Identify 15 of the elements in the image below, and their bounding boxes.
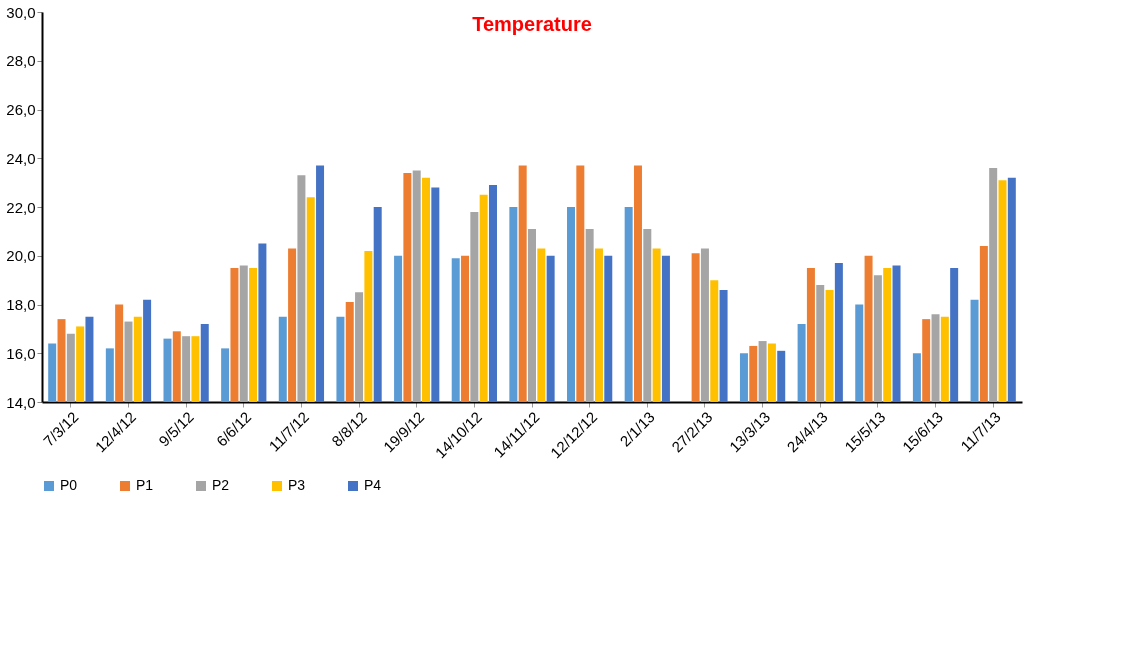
y-tick-label: 22,0 [6,198,36,216]
y-tick-label: 18,0 [6,296,36,313]
y-tick-label: 28,0 [6,52,36,70]
y-tick-label: 30,0 [6,3,36,21]
y-tick-label: 24,0 [6,149,36,167]
legend-label: P0 [60,477,78,493]
y-tick-label: 14,0 [6,393,36,411]
legend-label: P1 [136,477,154,493]
y-tick-label: 16,0 [6,344,36,362]
legend-label: P4 [364,477,382,493]
chart-title: Temperature [472,13,592,35]
y-tick-label: 26,0 [6,101,36,118]
legend-label: P2 [212,477,230,493]
y-tick-label: 20,0 [6,247,36,265]
legend-label: P3 [288,477,306,493]
